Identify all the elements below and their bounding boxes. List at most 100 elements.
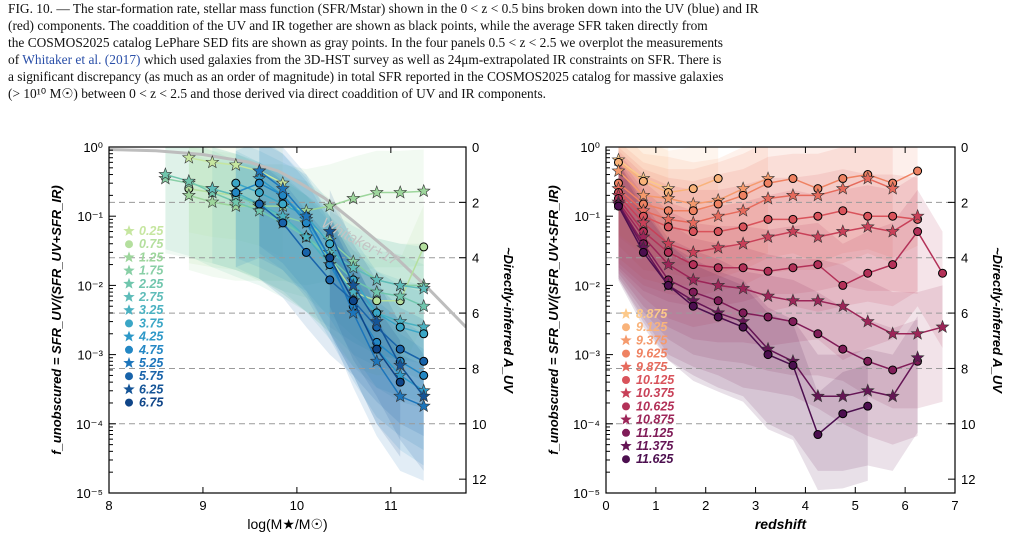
data-point <box>346 191 361 205</box>
data-point <box>325 239 335 249</box>
y-axis-label: f_unobscured = SFR_UV/(SFR_UV+SFR_IR) <box>49 185 64 454</box>
data-point <box>835 298 850 313</box>
data-point <box>810 188 825 202</box>
data-point <box>910 326 925 340</box>
legend-label: 0.75 <box>139 237 164 251</box>
data-point <box>228 157 243 171</box>
caption-text: which used galaxies from the 3D-HST surv… <box>140 52 722 67</box>
data-point <box>346 260 361 274</box>
y-tick-label: 10⁻¹ <box>574 209 600 224</box>
data-point <box>910 208 925 223</box>
data-point <box>275 181 290 195</box>
y-tick-label: 10⁰ <box>83 140 103 155</box>
data-point <box>393 288 408 303</box>
y2-tick-label: 12 <box>961 472 975 487</box>
y-tick-label: 10⁻⁵ <box>573 486 600 501</box>
legend-marker <box>622 323 630 332</box>
legend-marker <box>125 398 133 407</box>
data-point <box>736 203 751 217</box>
legend-marker <box>620 360 632 372</box>
data-point <box>686 215 701 229</box>
uncertainty-band <box>618 160 943 409</box>
data-point <box>885 181 900 195</box>
data-point <box>369 353 384 368</box>
caption-text: FIG. 10. — The star-formation rate, stel… <box>8 1 759 16</box>
data-point <box>613 201 623 211</box>
data-point <box>299 229 314 243</box>
legend-label: 4.25 <box>138 330 164 344</box>
legend-label: 5.25 <box>139 356 164 370</box>
y2-tick-label: 8 <box>472 361 479 376</box>
data-point <box>713 263 723 273</box>
plot-area: Whitaker+17 <box>109 147 466 481</box>
data-point <box>372 296 382 306</box>
x-tick-label: 6 <box>902 498 909 513</box>
caption-text: (red) components. The coaddition of the … <box>8 18 708 33</box>
data-point <box>416 281 431 295</box>
data-point <box>416 388 431 403</box>
series-10.125 <box>613 188 923 237</box>
data-point <box>686 272 701 286</box>
data-point <box>158 167 173 181</box>
data-point <box>663 247 673 257</box>
data-point <box>813 329 823 339</box>
legend-label: 9.125 <box>636 320 668 334</box>
legend-marker <box>125 319 133 328</box>
legend-marker <box>125 345 133 354</box>
y-tick-label: 10⁻² <box>77 278 103 293</box>
legend-label: 11.125 <box>636 426 674 440</box>
data-point <box>369 314 384 328</box>
series-6.25 <box>322 224 431 403</box>
legend-marker <box>620 387 632 399</box>
y2-tick-label: 12 <box>472 472 486 487</box>
uncertainty-band <box>618 147 893 298</box>
data-point <box>810 229 825 243</box>
data-point <box>835 181 850 195</box>
legend-label: 9.625 <box>636 347 668 361</box>
data-point <box>636 215 651 229</box>
data-point <box>736 281 751 295</box>
caption-text: a significant discrepancy (as much as an… <box>8 69 724 84</box>
data-point <box>763 350 773 360</box>
x-tick-label: 8 <box>105 498 112 513</box>
caption-line: a significant discrepancy (as much as an… <box>8 68 1028 85</box>
data-point <box>393 185 408 199</box>
data-point <box>181 173 196 188</box>
data-point <box>763 266 773 276</box>
data-point <box>393 388 408 403</box>
y-tick-label: 10⁻⁵ <box>76 486 103 501</box>
data-point <box>885 388 900 403</box>
legend-marker <box>123 225 135 236</box>
legend-marker <box>620 308 632 319</box>
data-point <box>322 224 337 238</box>
data-point <box>788 263 798 273</box>
data-point <box>663 280 673 290</box>
y-tick-label: 10⁻² <box>574 278 600 293</box>
data-point <box>181 188 196 202</box>
data-point <box>416 183 431 198</box>
legend-label: 9.375 <box>636 333 668 347</box>
citation-link[interactable]: Whitaker et al. (2017) <box>22 52 141 67</box>
data-point <box>713 174 723 184</box>
x-tick-label: 3 <box>752 498 759 513</box>
x-tick-label: 9 <box>199 498 206 513</box>
data-point <box>419 370 429 380</box>
data-point <box>763 178 773 188</box>
data-point <box>369 284 384 299</box>
data-point <box>863 401 873 411</box>
data-point <box>838 344 848 354</box>
x-tick-label: 4 <box>802 498 809 513</box>
data-point <box>785 188 800 202</box>
x-tick-label: 2 <box>702 498 709 513</box>
y2-tick-label: 10 <box>961 417 975 432</box>
data-point <box>688 184 698 194</box>
y2-axis-label: ~Directly-inferred A_UV <box>501 247 516 394</box>
legend-marker <box>620 440 632 451</box>
y2-tick-label: 6 <box>961 306 968 321</box>
data-point <box>761 191 776 205</box>
y2-tick-label: 10 <box>472 417 486 432</box>
legend-label: 2.75 <box>138 290 164 304</box>
x-axis-label: log(M★/M☉) <box>247 516 327 532</box>
legend-marker <box>622 349 630 358</box>
legend-marker <box>123 251 135 263</box>
